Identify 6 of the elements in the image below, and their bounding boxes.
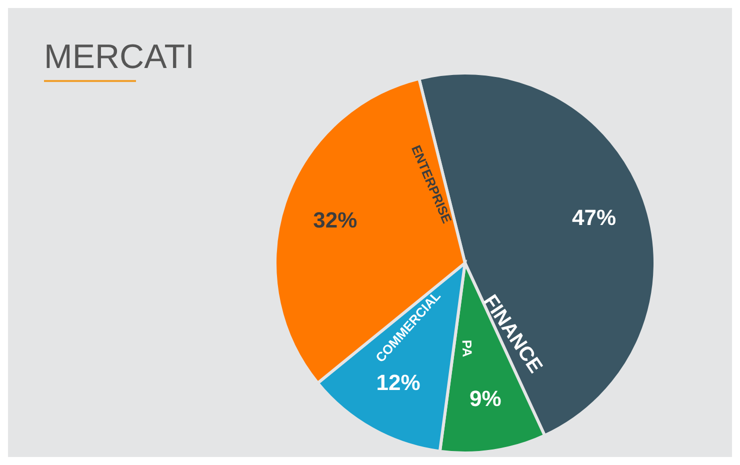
data-label: 32% <box>313 207 358 232</box>
slice-label: PA <box>459 340 475 358</box>
data-label: 9% <box>470 386 502 411</box>
data-label: 12% <box>376 370 420 395</box>
chart-title: MERCATI <box>44 38 194 77</box>
data-label: 47% <box>572 205 616 230</box>
